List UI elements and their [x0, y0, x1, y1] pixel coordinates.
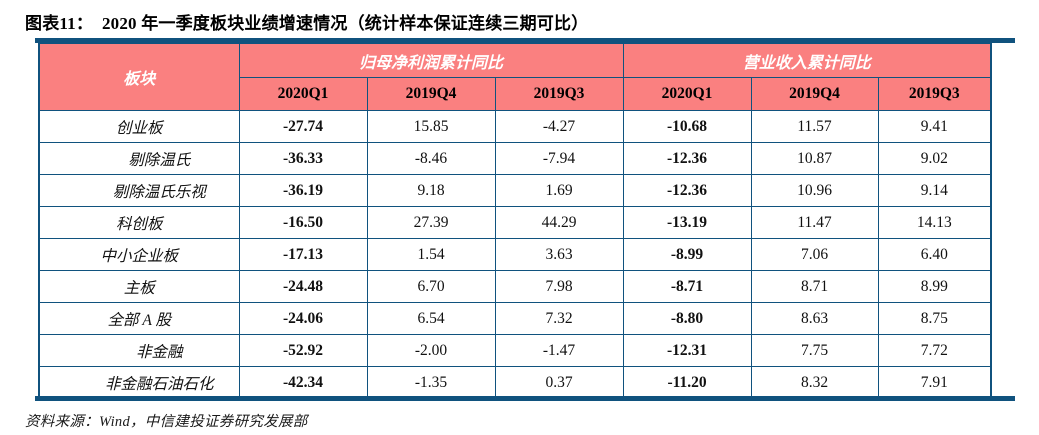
value-cell: 6.54 [366, 302, 496, 335]
quarter-header-row: 2020Q1 2019Q4 2019Q3 2020Q1 2019Q4 2019Q3 [39, 77, 993, 111]
data-source-note: 资料来源：Wind，中信建投证券研究发展部 [25, 414, 308, 430]
table-top-accent-bar [35, 38, 1015, 43]
value-cell: 3.63 [494, 238, 624, 271]
value-cell: 1.69 [494, 174, 624, 207]
value-cell: 0.37 [494, 366, 624, 399]
value-cell: -8.46 [366, 142, 496, 175]
row-label-sector: 剔除温氏 [38, 142, 240, 175]
value-cell: 7.72 [877, 334, 993, 367]
row-label-sector: 全部 A 股 [38, 302, 240, 335]
value-cell: -8.99 [622, 238, 752, 271]
column-header-quarter: 2019Q4 [366, 77, 496, 111]
value-cell: 6.70 [366, 270, 496, 303]
row-label-sector: 主板 [38, 270, 240, 303]
value-cell: -13.19 [622, 206, 752, 239]
value-cell: -52.92 [238, 334, 368, 367]
value-cell: 9.02 [877, 142, 993, 175]
value-cell: -4.27 [494, 110, 624, 143]
value-cell: 15.85 [366, 110, 496, 143]
row-label-sector: 非金融石油石化 [38, 366, 240, 399]
value-cell: 11.57 [750, 110, 879, 143]
table-bottom-accent-bar [35, 396, 1015, 401]
value-cell: 44.29 [494, 206, 624, 239]
table-row: 创业板 -27.74 15.85 -4.27 -10.68 11.57 9.41 [38, 110, 993, 143]
value-cell: -1.35 [366, 366, 496, 399]
value-cell: -36.33 [238, 142, 368, 175]
value-cell: 7.32 [494, 302, 624, 335]
group-header-row: 板块 归母净利润累计同比 营业收入累计同比 [38, 43, 993, 111]
table-row: 科创板 -16.50 27.39 44.29 -13.19 11.47 14.13 [38, 206, 993, 239]
value-cell: -12.36 [622, 142, 752, 175]
value-cell: 11.47 [750, 206, 879, 239]
value-cell: -24.06 [238, 302, 368, 335]
column-group-revenue-yoy: 营业收入累计同比 [622, 43, 993, 78]
table-row: 中小企业板 -17.13 1.54 3.63 -8.99 7.06 6.40 [38, 238, 993, 271]
value-cell: -27.74 [238, 110, 368, 143]
value-cell: -11.20 [622, 366, 752, 399]
value-cell: 7.98 [494, 270, 624, 303]
value-cell: 9.18 [366, 174, 496, 207]
column-header-quarter: 2019Q3 [494, 77, 624, 111]
value-cell: 8.71 [750, 270, 879, 303]
column-group-net-profit-yoy: 归母净利润累计同比 [238, 43, 624, 78]
column-header-quarter: 2020Q1 [238, 77, 368, 111]
table-row: 剔除温氏 -36.33 -8.46 -7.94 -12.36 10.87 9.02 [38, 142, 993, 175]
sector-performance-table: 板块 归母净利润累计同比 营业收入累计同比 2020Q1 2019Q4 2019Q3… [38, 43, 993, 399]
value-cell: 8.32 [750, 366, 879, 399]
table-header: 板块 归母净利润累计同比 营业收入累计同比 2020Q1 2019Q4 2019Q3… [38, 43, 993, 111]
value-cell: -8.80 [622, 302, 752, 335]
value-cell: -12.31 [622, 334, 752, 367]
table-row: 剔除温氏乐视 -36.19 9.18 1.69 -12.36 10.96 9.14 [38, 174, 993, 207]
table-row: 非金融石油石化 -42.34 -1.35 0.37 -11.20 8.32 7.91 [38, 366, 993, 399]
table-row: 主板 -24.48 6.70 7.98 -8.71 8.71 8.99 [38, 270, 993, 303]
value-cell: 7.75 [750, 334, 879, 367]
value-cell: -24.48 [238, 270, 368, 303]
value-cell: 14.13 [877, 206, 993, 239]
column-header-sector: 板块 [38, 43, 240, 111]
figure-title: 图表11： 2020 年一季度板块业绩增速情况（统计样本保证连续三期可比） [25, 14, 589, 33]
row-label-sector: 非金融 [38, 334, 240, 367]
row-label-sector: 剔除温氏乐视 [38, 174, 240, 207]
value-cell: 27.39 [366, 206, 496, 239]
value-cell: 6.40 [877, 238, 993, 271]
column-header-quarter: 2019Q4 [750, 77, 879, 111]
value-cell: 9.41 [877, 110, 993, 143]
value-cell: -36.19 [238, 174, 368, 207]
value-cell: 10.96 [750, 174, 879, 207]
column-header-quarter: 2019Q3 [877, 77, 993, 111]
table-row: 全部 A 股 -24.06 6.54 7.32 -8.80 8.63 8.75 [38, 302, 993, 335]
value-cell: 1.54 [366, 238, 496, 271]
row-label-sector: 中小企业板 [38, 238, 240, 271]
row-label-sector: 创业板 [38, 110, 240, 143]
table-body: 创业板 -27.74 15.85 -4.27 -10.68 11.57 9.41 剔除温氏 -3… [38, 110, 993, 399]
value-cell: -12.36 [622, 174, 752, 207]
value-cell: -10.68 [622, 110, 752, 143]
value-cell: -7.94 [494, 142, 624, 175]
value-cell: -8.71 [622, 270, 752, 303]
value-cell: 8.75 [877, 302, 993, 335]
value-cell: -16.50 [238, 206, 368, 239]
value-cell: 10.87 [750, 142, 879, 175]
value-cell: 7.91 [877, 366, 993, 399]
table-row: 非金融 -52.92 -2.00 -1.47 -12.31 7.75 7.72 [38, 334, 993, 367]
value-cell: 7.06 [750, 238, 879, 271]
value-cell: -2.00 [366, 334, 496, 367]
value-cell: 8.99 [877, 270, 993, 303]
value-cell: -1.47 [494, 334, 624, 367]
row-label-sector: 科创板 [38, 206, 240, 239]
column-header-quarter: 2020Q1 [622, 77, 752, 111]
value-cell: -42.34 [238, 366, 368, 399]
value-cell: -17.13 [238, 238, 368, 271]
value-cell: 9.14 [877, 174, 993, 207]
value-cell: 8.63 [750, 302, 879, 335]
